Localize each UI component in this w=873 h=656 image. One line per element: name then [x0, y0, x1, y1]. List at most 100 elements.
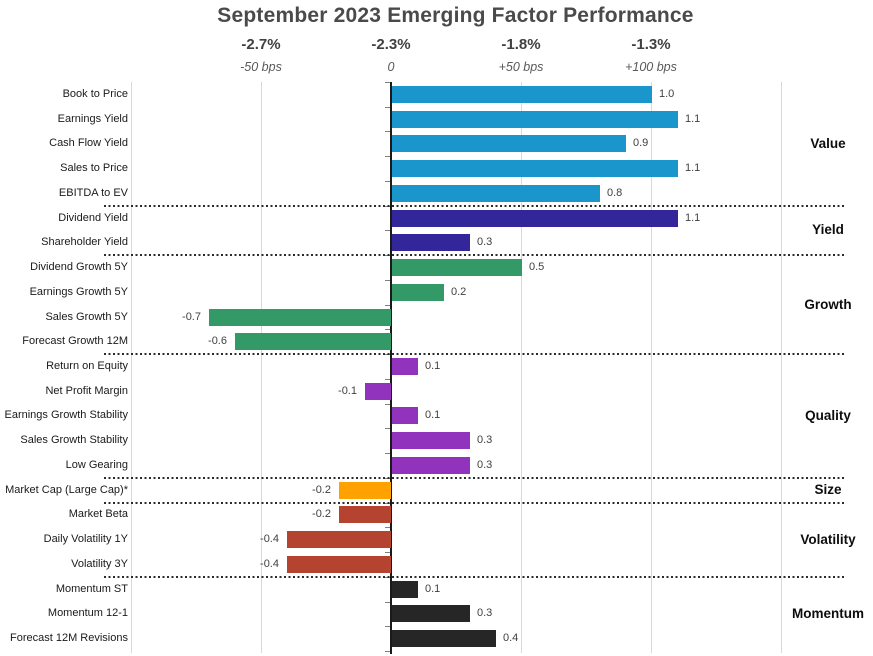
factor-label-earnings-growth-stability: Earnings Growth Stability	[4, 409, 129, 421]
bar-earnings-yield	[392, 111, 678, 128]
factor-label-earnings-yield: Earnings Yield	[57, 113, 128, 125]
factor-label-dividend-growth-5y: Dividend Growth 5Y	[30, 261, 128, 273]
factor-label-book-to-price: Book to Price	[62, 88, 128, 100]
value-label-momentum-12-1: 0.3	[477, 607, 493, 619]
axis-tick	[385, 280, 390, 281]
bar-forecast-12m-revisions	[392, 630, 496, 647]
gridline-1	[651, 82, 652, 654]
value-label-momentum-st: 0.1	[425, 583, 441, 595]
gridline--0.5	[261, 82, 262, 654]
axis-tick	[385, 156, 390, 157]
bar-sales-to-price	[392, 160, 678, 177]
bar-market-beta	[339, 506, 391, 523]
value-label-shareholder-yield: 0.3	[477, 236, 493, 248]
axis-tick	[385, 305, 390, 306]
value-label-earnings-growth-5y: 0.2	[451, 286, 467, 298]
value-label-dividend-growth-5y: 0.5	[529, 261, 545, 273]
value-label-net-profit-margin: -0.1	[338, 385, 357, 397]
group-label-volatility: Volatility	[800, 532, 856, 547]
axis-tick	[385, 626, 390, 627]
value-label-low-gearing: 0.3	[477, 459, 493, 471]
group-label-momentum: Momentum	[792, 606, 864, 621]
axis-tick	[385, 602, 390, 603]
factor-label-sales-growth-5y: Sales Growth 5Y	[45, 311, 128, 323]
bar-net-profit-margin	[365, 383, 391, 400]
bar-sales-growth-stability	[392, 432, 470, 449]
group-separator-after-quality	[104, 477, 845, 479]
value-label-daily-volatility-1y: -0.4	[260, 533, 279, 545]
bar-forecast-growth-12m	[235, 333, 391, 350]
axis-tick	[385, 651, 390, 652]
value-label-return-on-equity: 0.1	[425, 360, 441, 372]
value-label-sales-to-price: 1.1	[685, 162, 701, 174]
chart-title: September 2023 Emerging Factor Performan…	[217, 4, 694, 27]
group-separator-after-volatility	[104, 576, 845, 578]
value-label-book-to-price: 1.0	[659, 88, 675, 100]
axis-tick	[385, 131, 390, 132]
bar-dividend-growth-5y	[392, 259, 522, 276]
axis-return-label-2: -1.8%	[501, 36, 541, 53]
factor-label-market-cap-large-cap: Market Cap (Large Cap)*	[5, 484, 128, 496]
factor-label-market-beta: Market Beta	[68, 508, 128, 520]
bar-low-gearing	[392, 457, 470, 474]
axis-tick	[385, 404, 390, 405]
group-separator-after-growth	[104, 353, 845, 355]
factor-label-shareholder-yield: Shareholder Yield	[41, 236, 128, 248]
bar-momentum-12-1	[392, 605, 470, 622]
axis-bps-label-2: +50 bps	[498, 60, 544, 74]
value-label-cash-flow-yield: 0.9	[633, 137, 649, 149]
axis-bps-label-3: +100 bps	[625, 60, 677, 74]
gridline-0.5	[521, 82, 522, 654]
value-label-sales-growth-stability: 0.3	[477, 434, 493, 446]
factor-label-sales-growth-stability: Sales Growth Stability	[20, 434, 128, 446]
axis-bps-label-0: -50 bps	[240, 60, 282, 74]
axis-tick	[385, 107, 390, 108]
axis-tick	[385, 552, 390, 553]
factor-label-cash-flow-yield: Cash Flow Yield	[49, 137, 128, 149]
bar-volatility-3y	[287, 556, 391, 573]
axis-tick	[385, 428, 390, 429]
group-label-value: Value	[810, 136, 846, 151]
bar-daily-volatility-1y	[287, 531, 391, 548]
axis-tick	[385, 82, 390, 83]
value-label-dividend-yield: 1.1	[685, 212, 701, 224]
axis-tick	[385, 329, 390, 330]
value-label-earnings-growth-stability: 0.1	[425, 409, 441, 421]
axis-tick	[385, 230, 390, 231]
factor-label-momentum-st: Momentum ST	[55, 583, 128, 595]
bar-earnings-growth-5y	[392, 284, 444, 301]
bar-ebitda-to-ev	[392, 185, 600, 202]
factor-label-momentum-12-1: Momentum 12-1	[47, 607, 128, 619]
axis-tick	[385, 453, 390, 454]
axis-tick	[385, 379, 390, 380]
factor-label-daily-volatility-1y: Daily Volatility 1Y	[43, 533, 128, 545]
value-label-volatility-3y: -0.4	[260, 558, 279, 570]
value-label-forecast-growth-12m: -0.6	[208, 335, 227, 347]
bar-market-cap-large-cap	[339, 482, 391, 499]
value-label-sales-growth-5y: -0.7	[182, 311, 201, 323]
axis-return-label-1: -2.3%	[371, 36, 411, 53]
value-label-ebitda-to-ev: 0.8	[607, 187, 623, 199]
gridline--1	[131, 82, 132, 654]
axis-return-label-3: -1.3%	[631, 36, 671, 53]
bar-book-to-price	[392, 86, 652, 103]
group-label-quality: Quality	[805, 408, 851, 423]
bar-shareholder-yield	[392, 234, 470, 251]
bar-cash-flow-yield	[392, 135, 626, 152]
factor-label-return-on-equity: Return on Equity	[46, 360, 128, 372]
factor-label-sales-to-price: Sales to Price	[60, 162, 128, 174]
factor-label-ebitda-to-ev: EBITDA to EV	[58, 187, 128, 199]
bar-dividend-yield	[392, 210, 678, 227]
factor-label-dividend-yield: Dividend Yield	[58, 212, 128, 224]
bar-return-on-equity	[392, 358, 418, 375]
factor-label-forecast-growth-12m: Forecast Growth 12M	[22, 335, 128, 347]
factor-label-volatility-3y: Volatility 3Y	[71, 558, 128, 570]
value-label-forecast-12m-revisions: 0.4	[503, 632, 519, 644]
factor-label-earnings-growth-5y: Earnings Growth 5Y	[29, 286, 128, 298]
group-separator-after-value	[104, 205, 845, 207]
group-separator-after-yield	[104, 254, 845, 256]
factor-label-forecast-12m-revisions: Forecast 12M Revisions	[10, 632, 128, 644]
bar-earnings-growth-stability	[392, 407, 418, 424]
bar-momentum-st	[392, 581, 418, 598]
